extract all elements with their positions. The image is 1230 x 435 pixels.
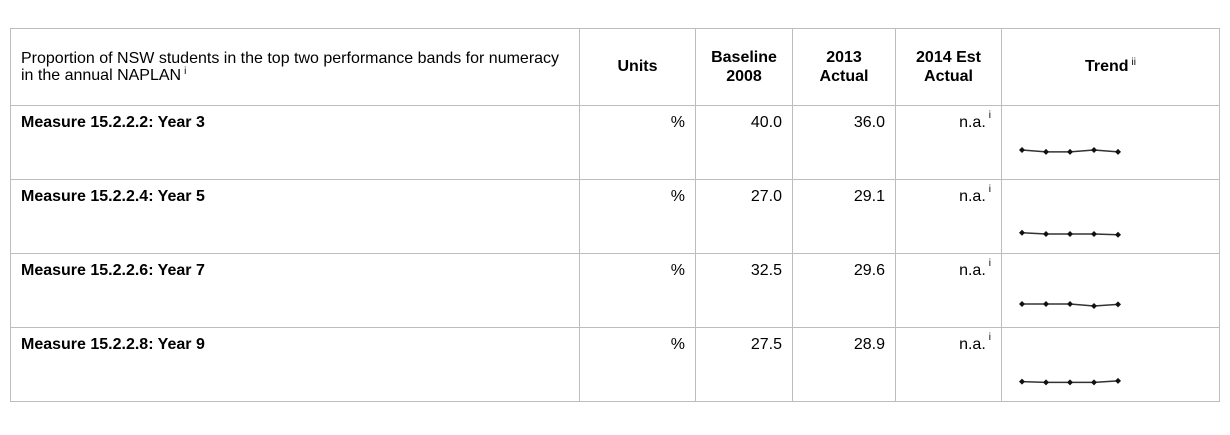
header-label: Units — [617, 58, 658, 75]
cell-value: n.a. — [959, 114, 986, 131]
cell-value: 27.5 — [750, 336, 782, 353]
sparkline-point — [1091, 231, 1097, 237]
row-cell: 27.5 — [696, 328, 793, 402]
footnote-marker: ii — [1131, 57, 1136, 68]
sparkline-point — [1091, 379, 1097, 386]
sparkline-point — [1115, 301, 1121, 308]
header-cell: Proportion of NSW students in the top tw… — [10, 28, 580, 106]
footnote-marker: i — [988, 332, 991, 343]
measure-label: Measure 15.2.2.6: Year 7 — [21, 262, 205, 279]
sparkline-point — [1043, 231, 1049, 237]
header-cell: 2014 Est Actual — [896, 28, 1002, 106]
row-cell — [1002, 254, 1220, 328]
sparkline — [1019, 147, 1121, 155]
footnote-marker: i — [184, 65, 187, 77]
sparkline — [1019, 377, 1121, 386]
cell-value: % — [670, 336, 685, 353]
row-cell: % — [580, 180, 696, 254]
row-cell: n.a. i — [896, 328, 1002, 402]
cell-value: 28.9 — [853, 336, 885, 353]
footnote-marker: i — [988, 184, 991, 195]
cell-value: % — [670, 114, 685, 131]
sparkline-point — [1115, 377, 1121, 384]
sparkline-point — [1019, 147, 1025, 153]
sparkline — [1019, 229, 1121, 238]
cell-value: % — [670, 188, 685, 205]
row-cell — [1002, 180, 1220, 254]
sparkline-point — [1067, 379, 1073, 386]
measure-label: Measure 15.2.2.4: Year 5 — [21, 188, 205, 205]
sparkline-point — [1067, 231, 1073, 237]
header-text: Proportion of NSW students in the top tw… — [21, 50, 569, 84]
cell-value: % — [670, 262, 685, 279]
header-label: Trend — [1084, 57, 1129, 75]
table-border — [10, 28, 1220, 29]
header-cell: Baseline 2008 — [696, 28, 793, 106]
row-cell: 36.0 — [793, 106, 896, 180]
row-cell: 28.9 — [793, 328, 896, 402]
cell-value: n.a. — [959, 262, 986, 279]
row-cell: 29.6 — [793, 254, 896, 328]
row-cell: % — [580, 254, 696, 328]
header-description: Proportion of NSW students in the top tw… — [21, 49, 560, 84]
footnote-marker: i — [988, 258, 991, 269]
measure-label: Measure 15.2.2.8: Year 9 — [21, 336, 205, 353]
row-cell: 29.1 — [793, 180, 896, 254]
row-cell: % — [580, 328, 696, 402]
sparkline-point — [1019, 301, 1025, 307]
cell-value: 36.0 — [853, 114, 885, 131]
sparkline-point — [1091, 303, 1097, 309]
sparkline-point — [1067, 301, 1073, 307]
sparkline-point — [1019, 378, 1025, 385]
cell-value: 29.1 — [853, 188, 885, 205]
row-cell — [1002, 106, 1220, 180]
header-label: 2013 Actual — [819, 48, 869, 85]
row-cell: 32.5 — [696, 254, 793, 328]
row-cell: Measure 15.2.2.6: Year 7 — [10, 254, 580, 328]
header-cell: 2013 Actual — [793, 28, 896, 106]
sparkline-point — [1067, 148, 1073, 155]
row-cell: 40.0 — [696, 106, 793, 180]
header-label: 2014 Est Actual — [916, 48, 981, 85]
row-cell: Measure 15.2.2.2: Year 3 — [10, 106, 580, 180]
row-cell: n.a. i — [896, 106, 1002, 180]
row-cell: % — [580, 106, 696, 180]
sparkline-point — [1091, 147, 1097, 153]
measure-label: Measure 15.2.2.2: Year 3 — [21, 114, 205, 131]
sparkline-point — [1043, 148, 1049, 155]
cell-value: 32.5 — [750, 262, 782, 279]
cell-value: 27.0 — [750, 188, 782, 205]
row-cell: n.a. i — [896, 180, 1002, 254]
sparkline — [1019, 301, 1121, 309]
sparkline-point — [1043, 301, 1049, 307]
sparkline-point — [1043, 379, 1049, 386]
row-cell: Measure 15.2.2.8: Year 9 — [10, 328, 580, 402]
cell-value: n.a. — [959, 336, 986, 353]
header-cell: Trend ii — [1002, 28, 1220, 106]
row-cell: Measure 15.2.2.4: Year 5 — [10, 180, 580, 254]
sparkline-point — [1115, 148, 1121, 155]
cell-value: 40.0 — [750, 114, 782, 131]
header-label: Baseline 2008 — [711, 48, 777, 85]
header-cell: Units — [580, 28, 696, 106]
cell-value: 29.6 — [853, 262, 885, 279]
cell-value: n.a. — [959, 188, 986, 205]
footnote-marker: i — [988, 110, 991, 121]
sparkline-point — [1115, 231, 1121, 238]
row-cell: 27.0 — [696, 180, 793, 254]
row-cell — [1002, 328, 1220, 402]
row-cell: n.a. i — [896, 254, 1002, 328]
sparkline-point — [1019, 229, 1025, 236]
